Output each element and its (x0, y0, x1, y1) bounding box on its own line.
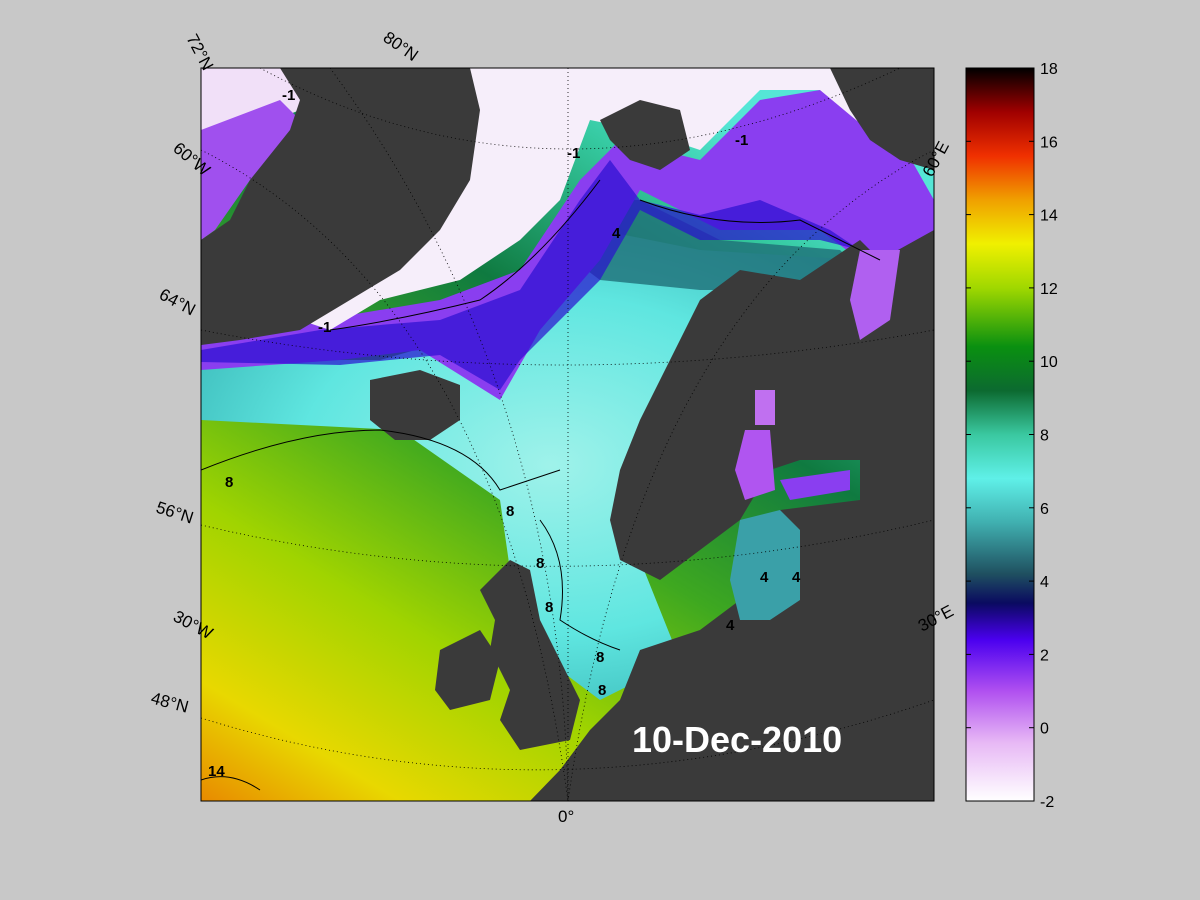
lat-label-64n: 64°N (156, 285, 198, 320)
graticule (201, 68, 934, 801)
contour-label: 8 (596, 649, 604, 666)
scandinavia-europe-land (530, 230, 934, 801)
colorbar-tick-label: 10 (1040, 354, 1058, 371)
contour-label: 8 (506, 503, 514, 520)
map-frame (200, 67, 935, 802)
contour-label: -1 (735, 132, 748, 149)
colorbar-tick-label: 4 (1040, 574, 1049, 591)
lat-label-48n: 48°N (149, 689, 191, 717)
ireland-land (435, 630, 500, 710)
lat-label-80n: 80°N (380, 28, 422, 65)
contour-label: 8 (545, 599, 553, 616)
bothnian-bay (755, 390, 775, 425)
colorbar-tick-label: 8 (1040, 428, 1049, 445)
contour-label: 8 (225, 474, 233, 491)
colorbar-tick-label: 18 (1040, 61, 1058, 78)
contour-label: -1 (567, 145, 580, 162)
contour-label: 4 (726, 617, 735, 634)
lat-label-56n: 56°N (154, 498, 196, 528)
colorbar-tick-label: 16 (1040, 134, 1058, 151)
iceland-land (370, 370, 460, 440)
teal-band (560, 200, 860, 290)
contour-4 (639, 199, 881, 261)
contour-label: 4 (612, 225, 621, 242)
colorbar-tick-label: 0 (1040, 721, 1049, 738)
contour-label: 14 (208, 763, 225, 780)
colorbar-ticks: 18 16 14 12 10 8 6 4 2 0 -2 (966, 61, 1058, 811)
contour-label: 8 (598, 682, 606, 699)
contour-label: 4 (760, 569, 769, 586)
contour-label: 8 (536, 555, 544, 572)
contour-14 (201, 776, 261, 791)
contour-minus1 (329, 179, 601, 331)
map-panel (201, 68, 934, 801)
date-label: 10-Dec-2010 (632, 719, 842, 760)
gulf-of-finland (780, 470, 850, 500)
lon-label-0: 0° (558, 807, 574, 826)
contour-8 (201, 429, 561, 491)
colorbar-tick-label: 12 (1040, 281, 1058, 298)
contour-label: -1 (318, 319, 331, 336)
colorbar-tick-label: 6 (1040, 501, 1049, 518)
baltic-sea (730, 510, 800, 620)
contour-8-b (539, 519, 621, 651)
colorbar-tick-label: -2 (1040, 794, 1054, 811)
gulf-of-bothnia (735, 430, 775, 500)
arctic-islands-land (830, 68, 934, 170)
great-britain-land (480, 560, 580, 750)
cold-front-band (201, 160, 860, 390)
baffin-bay-water (201, 100, 300, 240)
contour-label: 4 (792, 569, 801, 586)
sea-ice (300, 68, 934, 330)
colorbar-tick-label: 2 (1040, 647, 1049, 664)
contour-label: -1 (282, 87, 295, 104)
colorbar-tick-label: 14 (1040, 208, 1058, 225)
svalbard-land (600, 100, 690, 170)
greenland-land (201, 68, 480, 345)
colorbar (965, 67, 1035, 802)
white-sea (850, 250, 900, 340)
lat-label-72n: 72°N (182, 31, 217, 73)
